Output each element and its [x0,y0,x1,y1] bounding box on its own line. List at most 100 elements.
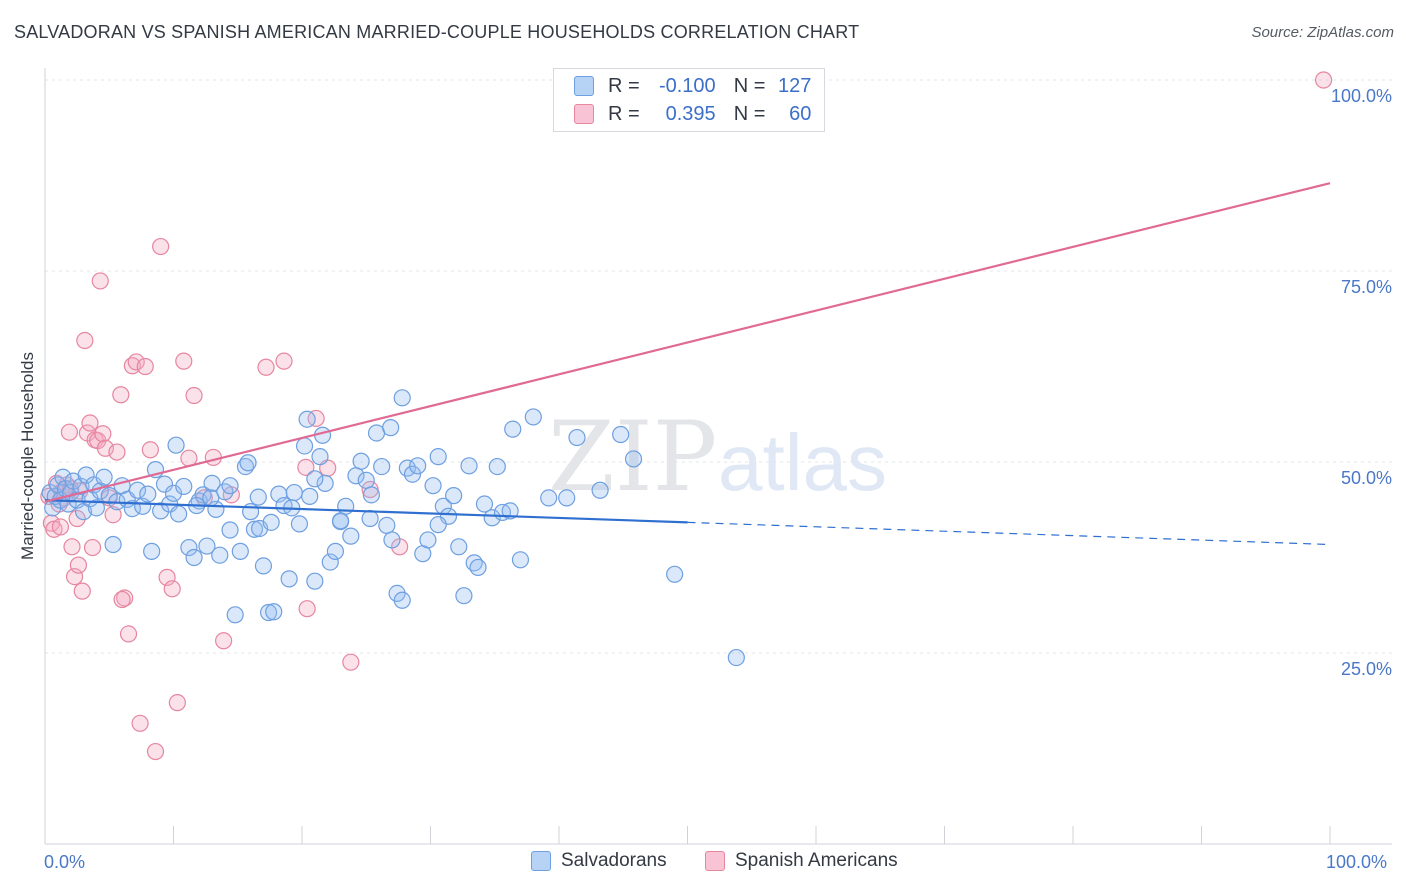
legend-n-value: 60 [789,102,812,125]
salvadoran-point [409,457,427,475]
salvadoran-point [203,474,221,492]
spanish-american-point [76,331,94,350]
salvadoran-point [128,481,147,499]
salvadorans-points [41,389,745,667]
spanish-american-point [69,556,88,574]
x-tick-label-100: 100.0% [1326,852,1388,872]
salvadoran-point [568,428,586,447]
legend-n-label: N = [733,74,766,97]
spanish-american-point [63,538,81,556]
spanish-american-point [94,425,112,443]
salvadoran-point [558,489,576,507]
salvadoran-point [167,436,185,454]
spanish-american-point [257,358,275,376]
series-legend-salvadorans: Salvadorans [531,850,667,872]
salvadoran-point [511,551,530,569]
salvadoran-point [469,558,487,577]
salvadoran-point [239,454,257,472]
salvadoran-point [540,489,558,507]
spanish-american-point [81,414,99,432]
legend-r-value: -0.100 [658,74,716,97]
spanish-american-point [342,653,360,671]
series-legend-spanish-americans: Spanish Americans [705,850,898,872]
salvadoran-point [612,425,630,444]
spanish-american-point [131,714,149,732]
spanish-american-point [73,582,91,600]
spanish-american-point [204,448,222,467]
salvadoran-point [591,481,609,499]
salvadoran-point [139,485,157,503]
spanish-american-point [1314,71,1333,89]
salvadoran-point [321,553,339,571]
legend-n-value: 127 [778,74,812,97]
source-label: Source: ZipAtlas.com [1251,24,1394,41]
salvadorans-trend-extension [687,521,1331,546]
spanish-american-point [104,506,122,524]
salvadoran-point [524,408,542,426]
chart-title: SALVADORAN VS SPANISH AMERICAN MARRIED-C… [14,22,860,42]
watermark-zip: ZIP [548,401,717,513]
salvadoran-point [362,486,380,504]
salvadorans-trend-line [44,499,688,524]
salvadoran-point [290,515,309,533]
salvadoran-point [429,516,447,534]
series-swatch-pink [705,851,725,871]
salvadoran-point [180,538,198,557]
spanish-american-point [113,590,131,609]
spanish-american-point [127,353,145,371]
salvadoran-point [155,475,174,493]
salvadoran-point [624,450,643,468]
legend-row-salvadorans: R = -0.100 N = 127 [574,72,811,100]
legend-n-label: N = [733,102,766,125]
salvadoran-point [403,465,422,483]
grid-lines [45,79,1392,654]
salvadoran-point [373,457,391,476]
legend-r-label: R = [608,102,640,125]
legend-swatch-pink [574,104,594,124]
spanish-american-point [91,272,109,290]
salvadoran-point [666,565,684,583]
salvadoran-point [152,502,170,520]
salvadoran-point [295,437,314,455]
series-swatch-blue [531,851,551,871]
salvadoran-point [245,520,264,538]
salvadoran-point [298,410,316,428]
salvadoran-point [455,587,473,605]
spanish-american-point [275,352,293,370]
salvadoran-point [316,474,334,492]
salvadoran-point [326,542,345,560]
salvadoran-point [185,548,203,567]
legend-row-spanish-americans: R = 0.395 N = 60 [574,100,811,128]
salvadoran-point [87,499,106,517]
salvadoran-point [488,457,506,476]
salvadoran-point [301,487,319,505]
salvadoran-point [104,535,122,554]
y-tick-label-50: 50.0% [1340,468,1392,488]
salvadoran-point [202,489,220,507]
y-tick-label-75: 75.0% [1340,277,1392,297]
salvadoran-point [361,509,379,528]
salvadoran-point [221,477,239,495]
salvadoran-point [424,477,442,495]
y-tick-label-100: 100.0% [1330,86,1392,106]
spanish-american-point [215,632,233,650]
salvadoran-point [460,457,478,475]
salvadoran-point [285,483,303,502]
spanish-american-point [185,386,203,405]
spanish-american-point [163,580,181,598]
salvadoran-point [143,542,161,560]
spanish-american-point [68,509,86,528]
spanish-american-point [168,694,186,712]
spanish-american-point [112,386,130,404]
series-legend-label: Salvadorans [561,850,667,871]
salvadoran-point [231,542,249,560]
salvadoran-point [419,531,437,549]
salvadoran-point [280,570,298,588]
spanish-american-point [297,458,315,476]
salvadoran-point [383,531,401,549]
spanish-american-point [146,742,165,761]
salvadoran-point [393,389,411,407]
spanish-american-point [51,518,70,536]
salvadoran-point [429,448,447,466]
